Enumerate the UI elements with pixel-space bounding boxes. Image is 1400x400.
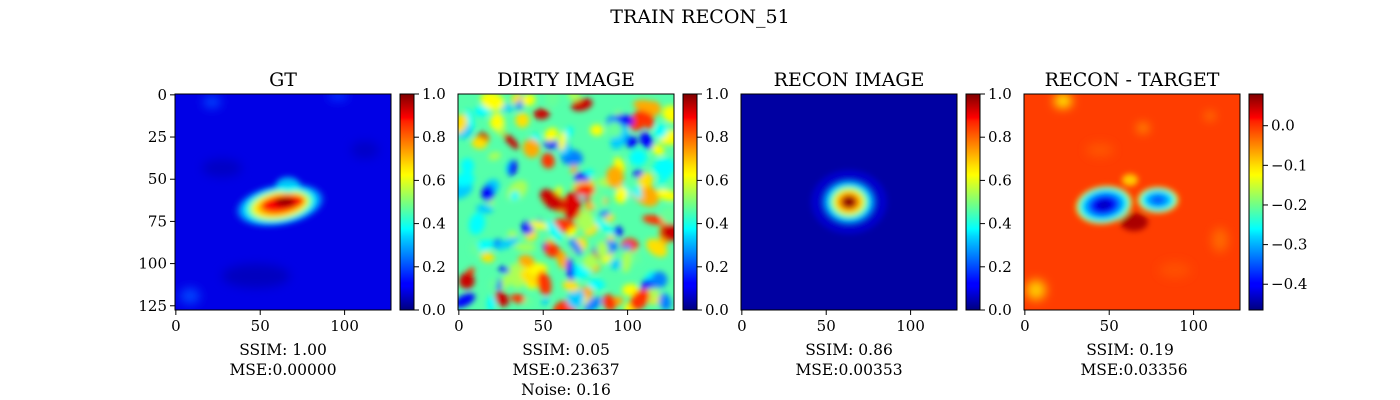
x-tick-label: 100 <box>1179 317 1208 335</box>
x-tick-label: 50 <box>1100 317 1119 335</box>
colorbar-tick-label: 0.0 <box>988 301 1012 319</box>
colorbar: 0.0 0.2 0.4 0.6 0.8 1.0 <box>399 85 446 319</box>
colorbar-gradient <box>682 93 698 311</box>
heatmap-image <box>175 94 391 310</box>
x-tick-label: 100 <box>613 317 642 335</box>
colorbar-tick-label: 1.0 <box>422 85 446 103</box>
panel-title: RECON - TARGET <box>1045 69 1220 91</box>
colorbar-tick-label: 0.8 <box>988 128 1012 146</box>
x-axis: 0 50 100 <box>454 310 642 335</box>
metric-ssim: SSIM: 0.05 <box>522 341 610 359</box>
panel-title: RECON IMAGE <box>774 69 925 91</box>
colorbar-tick-label: 0.2 <box>422 258 446 276</box>
metric-ssim: SSIM: 1.00 <box>239 341 327 359</box>
panel-gt: GT 0 50 100 0 25 50 75 100 125 0.0 0.2 0.4 0.6 0.8 1… <box>138 69 446 379</box>
x-tick-label: 0 <box>454 317 464 335</box>
colorbar-tick-label: 0.6 <box>988 171 1012 189</box>
panel-title: DIRTY IMAGE <box>497 69 635 91</box>
x-tick-label: 0 <box>171 317 181 335</box>
heatmap-image <box>1024 94 1240 310</box>
colorbar-tick-label: −0.4 <box>1271 275 1307 293</box>
colorbar: 0.0 0.2 0.4 0.6 0.8 1.0 <box>682 85 729 319</box>
y-tick-label: 75 <box>148 212 167 230</box>
y-axis: 0 25 50 75 100 125 <box>138 86 175 315</box>
x-axis: 0 50 100 <box>737 310 925 335</box>
x-tick-label: 50 <box>534 317 553 335</box>
colorbar-tick-label: −0.1 <box>1271 156 1307 174</box>
colorbar-tick-label: 0.0 <box>1271 117 1295 135</box>
colorbar-tick-label: −0.2 <box>1271 196 1307 214</box>
colorbar-tick-label: −0.3 <box>1271 236 1307 254</box>
colorbar-tick-label: 0.8 <box>705 128 729 146</box>
y-tick-label: 125 <box>138 297 167 315</box>
x-tick-label: 100 <box>330 317 359 335</box>
colorbar-tick-label: 0.2 <box>705 258 729 276</box>
colorbar-tick-label: 0.4 <box>705 215 729 233</box>
x-tick-label: 50 <box>817 317 836 335</box>
x-axis: 0 50 100 <box>1020 310 1208 335</box>
x-axis: 0 50 100 <box>171 310 359 335</box>
colorbar-tick-label: 0.0 <box>705 301 729 319</box>
colorbar: 0.0 0.2 0.4 0.6 0.8 1.0 <box>965 85 1012 319</box>
metric-mse: MSE:0.03356 <box>1080 361 1187 379</box>
y-tick-label: 50 <box>148 170 167 188</box>
heatmap-image <box>741 94 957 310</box>
metric-mse: MSE:0.00353 <box>795 361 902 379</box>
colorbar-tick-label: 0.4 <box>988 215 1012 233</box>
x-tick-label: 0 <box>737 317 747 335</box>
metric-mse: MSE:0.23637 <box>512 361 619 379</box>
heatmap-image <box>458 94 674 310</box>
colorbar-tick-label: 0.6 <box>422 171 446 189</box>
metric-ssim: SSIM: 0.86 <box>805 341 893 359</box>
colorbar-tick-label: 1.0 <box>705 85 729 103</box>
y-tick-label: 100 <box>138 255 167 273</box>
metric-noise: Noise: 0.16 <box>521 381 611 399</box>
colorbar: 0.0 −0.1 −0.2 −0.3 −0.4 <box>1248 93 1307 311</box>
panel-dirty-image: DIRTY IMAGE 0 50 100 0.0 0.2 0.4 0.6 0.8 1.0 SS… <box>454 69 729 399</box>
panel-recon-minus-target: RECON - TARGET 0 50 100 0.0 −0.1 −0.2 −0.3 −0.… <box>1020 69 1307 379</box>
colorbar-gradient <box>1248 93 1264 311</box>
y-tick-label: 0 <box>157 86 167 104</box>
colorbar-tick-label: 0.2 <box>988 258 1012 276</box>
panel-title: GT <box>269 69 297 91</box>
colorbar-gradient <box>399 93 415 311</box>
colorbar-tick-label: 0.8 <box>422 128 446 146</box>
colorbar-tick-label: 0.0 <box>422 301 446 319</box>
x-tick-label: 50 <box>251 317 270 335</box>
metric-ssim: SSIM: 0.19 <box>1086 341 1174 359</box>
colorbar-tick-label: 0.4 <box>422 215 446 233</box>
colorbar-tick-label: 1.0 <box>988 85 1012 103</box>
panel-recon-image: RECON IMAGE 0 50 100 0.0 0.2 0.4 0.6 0.8 1.0 SS… <box>737 69 1012 379</box>
colorbar-tick-label: 0.6 <box>705 171 729 189</box>
y-tick-label: 25 <box>148 128 167 146</box>
figure-title: TRAIN RECON_51 <box>610 6 789 28</box>
colorbar-gradient <box>965 93 981 311</box>
x-tick-label: 100 <box>896 317 925 335</box>
metric-mse: MSE:0.00000 <box>229 361 336 379</box>
x-tick-label: 0 <box>1020 317 1030 335</box>
